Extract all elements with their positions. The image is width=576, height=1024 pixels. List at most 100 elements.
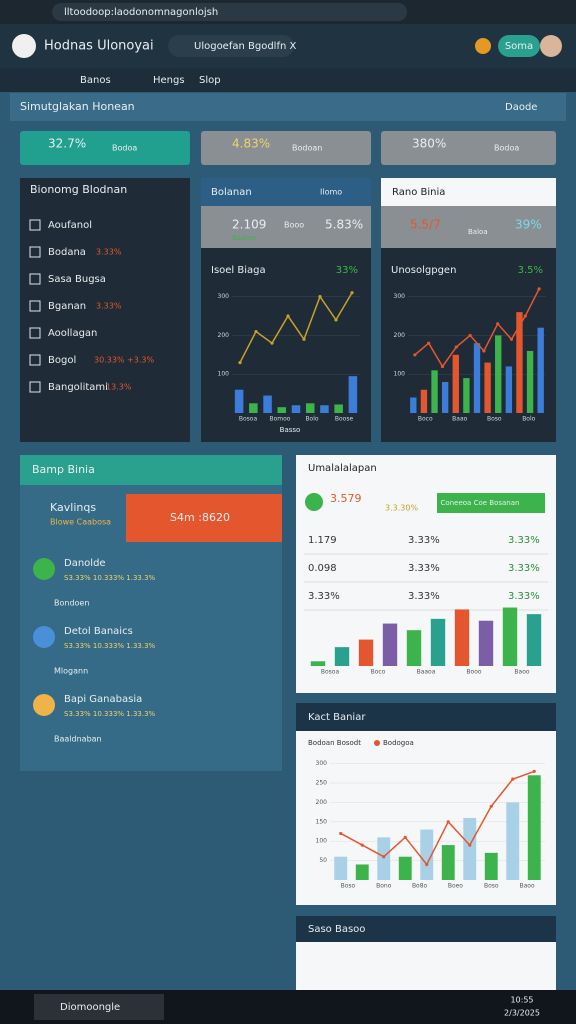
caption: Basso	[280, 426, 301, 434]
y-tick-label: 100	[394, 371, 406, 378]
item-link: Mlogann	[54, 667, 88, 676]
point	[511, 777, 515, 781]
line	[239, 292, 353, 363]
bar	[406, 630, 422, 666]
list-value: 3.33%	[96, 248, 122, 257]
bar	[320, 405, 329, 413]
bar	[277, 407, 287, 413]
clock: 10:55	[510, 996, 533, 1005]
hero-button[interactable]	[126, 494, 282, 542]
trend-title: Kact Baniar	[308, 712, 366, 723]
y-tick-label: 200	[218, 332, 230, 339]
nav	[0, 68, 576, 92]
item-link: Bondoen	[54, 599, 89, 608]
kpi-sub: Bodoa	[494, 144, 519, 153]
cell: 3.33%	[408, 535, 440, 546]
kpi-value: 32.7%	[48, 137, 86, 151]
bar	[527, 775, 541, 880]
point	[334, 318, 338, 322]
icon[interactable]	[475, 38, 491, 54]
list-icon	[29, 354, 41, 366]
bar	[484, 852, 498, 880]
x-tick-label: Bono	[376, 883, 392, 890]
y-tick-label: 300	[218, 293, 230, 300]
url: lltoodoop:laodonomnagonlojsh	[64, 7, 218, 18]
cell: 3.33%	[508, 591, 540, 602]
mid-tag: Ilomo	[320, 188, 342, 197]
point	[382, 855, 386, 859]
list-icon	[29, 300, 41, 312]
x-tick-label: Baao	[452, 416, 467, 423]
list-icon	[29, 273, 41, 285]
nav-item[interactable]: Slop	[199, 75, 221, 86]
nav-item[interactable]: Banos	[80, 75, 111, 86]
bar	[377, 837, 391, 880]
panel-header	[10, 93, 566, 121]
bar	[334, 647, 350, 666]
cell: 3.33%	[408, 563, 440, 574]
x-tick-label: Baoo	[520, 883, 535, 890]
bar	[430, 618, 446, 666]
bar	[291, 405, 301, 413]
bar	[473, 343, 481, 413]
panel-action[interactable]: Daode	[505, 102, 537, 113]
x-tick-label: Boso	[341, 883, 356, 890]
bar	[502, 607, 518, 666]
stat: 5.5/7	[410, 218, 441, 232]
x-tick-label: Boose	[335, 416, 354, 423]
x-tick-label: Boco	[418, 416, 433, 423]
cell: 3.33%	[408, 591, 440, 602]
list-value: 30.33% +3.3%	[94, 356, 154, 365]
y-tick-label: 150	[316, 818, 328, 825]
kpi-card	[381, 131, 556, 165]
y-tick-label: 300	[394, 293, 406, 300]
cell: 0.098	[308, 563, 337, 574]
icon	[305, 493, 323, 511]
stat-label: Booo	[284, 221, 304, 230]
x-tick-label: Boso	[484, 883, 499, 890]
card-items: Danolde S3.33% 10.333% 1.33.3% Bondoen Deto…	[33, 558, 156, 744]
x-tick-label: Bosoa	[321, 669, 340, 676]
cell: 3.33%	[308, 591, 340, 602]
mid-title: Bolanan	[211, 187, 252, 198]
mid-header	[201, 178, 371, 206]
pill[interactable]	[437, 493, 545, 513]
pill-button[interactable]	[498, 35, 540, 57]
x-tick-label: Baaoa	[417, 669, 436, 676]
list-icon	[29, 246, 41, 258]
chart-value: 3.5%	[518, 265, 543, 276]
point	[509, 337, 514, 341]
list-icon	[29, 219, 41, 231]
point	[425, 862, 429, 867]
list: Aoufanol Bodana 3.33% Sasa Bugsa Bganan 3.33%…	[29, 219, 154, 393]
stat: 39%	[515, 218, 542, 232]
trend-header	[296, 703, 556, 731]
right-stats	[381, 206, 556, 248]
kpi-value: 380%	[412, 137, 446, 151]
point	[468, 843, 472, 847]
stat: 5.83%	[325, 218, 363, 232]
list-label: Bodana	[48, 247, 86, 258]
cell: 3.33%	[508, 535, 540, 546]
right-title: Rano Binia	[392, 187, 445, 198]
point	[254, 329, 258, 334]
point	[403, 835, 407, 839]
bar	[526, 350, 534, 413]
search[interactable]	[168, 35, 294, 57]
kpi-value: 4.83%	[232, 137, 270, 151]
bar	[348, 376, 358, 413]
url-bar[interactable]	[52, 3, 407, 21]
task-search[interactable]	[34, 994, 164, 1020]
bar	[441, 845, 455, 880]
stat: 2.109	[232, 218, 266, 232]
nav-item[interactable]: Hengs	[153, 75, 185, 86]
y-tick-label: 100	[218, 371, 230, 378]
item-meta: S3.33% 10.333% 1.33.3%	[64, 710, 156, 718]
point	[468, 333, 472, 338]
bar	[420, 389, 428, 413]
table-head-sub: 3.3.30%	[385, 504, 418, 513]
table-title: Umalalalapan	[308, 463, 377, 474]
avatar[interactable]	[540, 35, 562, 57]
bar	[249, 403, 258, 413]
bar	[526, 614, 542, 666]
